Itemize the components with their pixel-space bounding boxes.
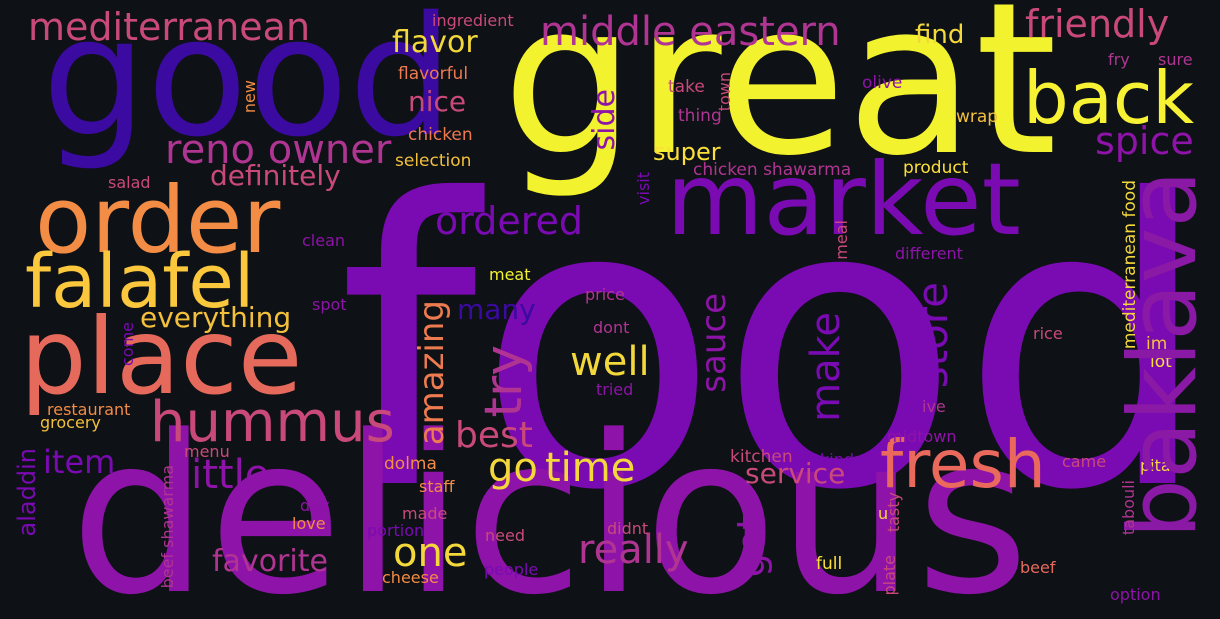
- word-reno-owner: reno owner: [165, 127, 392, 173]
- word-find: find: [915, 20, 965, 50]
- word-great: great: [502, 0, 1058, 202]
- word-town: town: [715, 72, 734, 112]
- word-clean: clean: [302, 231, 346, 250]
- word-store: store: [908, 282, 957, 389]
- word-day: day: [300, 496, 330, 515]
- word-fry: fry: [1108, 50, 1130, 69]
- word-visit: visit: [634, 172, 653, 205]
- word-good: good: [42, 0, 454, 173]
- word-well: well: [570, 339, 650, 385]
- word-price: price: [585, 285, 625, 304]
- word-favorite: favorite: [212, 544, 328, 579]
- word-tabouli: tabouli: [1119, 480, 1138, 536]
- word-come: come: [118, 322, 137, 367]
- word-salad: salad: [108, 173, 151, 192]
- word-staff: staff: [419, 477, 455, 496]
- word-spot: spot: [312, 295, 347, 314]
- word-selection: selection: [395, 151, 472, 171]
- word-portion: portion: [367, 521, 425, 540]
- word-rice: rice: [1033, 324, 1063, 343]
- word-ingredient: ingredient: [432, 11, 514, 30]
- word-take: take: [668, 77, 705, 97]
- word-really: really: [578, 527, 689, 573]
- word-ordered: ordered: [435, 199, 583, 243]
- word-flavor: flavor: [392, 25, 478, 60]
- word-side: side: [587, 89, 622, 151]
- word-made: made: [402, 504, 448, 523]
- word-dont: dont: [593, 318, 630, 337]
- word-amazing: amazing: [412, 300, 452, 446]
- word-spice: spice: [1095, 119, 1194, 163]
- word-midtown: midtown: [887, 427, 957, 446]
- word-time: time: [545, 445, 636, 491]
- word-try: try: [474, 345, 534, 418]
- word-little: little: [180, 452, 270, 498]
- word-dolma: dolma: [384, 454, 437, 474]
- word-service: service: [745, 457, 846, 490]
- word-make: make: [803, 312, 849, 422]
- word-hummus: hummus: [150, 390, 395, 455]
- word-go: go: [488, 445, 538, 491]
- word-got: got: [729, 515, 773, 578]
- word-one: one: [393, 530, 468, 576]
- word-wrap: wrap: [956, 107, 999, 127]
- word-mediterranean-food: mediterranean food: [1120, 180, 1140, 350]
- word-sure: sure: [1158, 50, 1193, 69]
- word-item: item: [43, 443, 116, 481]
- word-kind: kind: [820, 450, 855, 469]
- word-need: need: [485, 526, 525, 545]
- word-didnt: didnt: [607, 519, 649, 538]
- word-pita: pita: [1140, 456, 1171, 475]
- word-sauce: sauce: [694, 293, 734, 393]
- word-definitely: definitely: [210, 159, 341, 192]
- word-everything: everything: [140, 301, 292, 334]
- word-food: food: [338, 117, 1212, 577]
- word-ive: ive: [922, 397, 946, 416]
- word-aladdin: aladdin: [13, 448, 41, 537]
- word-middle-eastern: middle eastern: [540, 9, 841, 55]
- word-product: product: [903, 158, 969, 178]
- word-option: option: [1110, 585, 1161, 604]
- word-delicious: delicious: [70, 390, 1030, 619]
- word-love: love: [292, 514, 326, 533]
- word-chicken-shawarma: chicken shawarma: [693, 160, 852, 180]
- word-thing: thing: [678, 106, 722, 126]
- word-new: new: [240, 80, 259, 114]
- word-super: super: [653, 138, 721, 166]
- word-cheese: cheese: [382, 568, 439, 587]
- word-meal: meal: [832, 220, 851, 260]
- word-best: best: [455, 415, 533, 456]
- word-flavorful: flavorful: [398, 64, 469, 84]
- word-restaurant: restaurant: [47, 400, 131, 419]
- word-mediterranean: mediterranean: [28, 5, 311, 49]
- word-nice: nice: [408, 85, 467, 118]
- word-market: market: [666, 141, 1021, 258]
- word-menu: menu: [184, 442, 230, 461]
- word-u: u: [878, 504, 889, 523]
- word-chicken: chicken: [408, 125, 473, 145]
- word-many: many: [457, 293, 536, 326]
- word-meat: meat: [489, 265, 531, 284]
- word-full: full: [816, 554, 843, 574]
- word-plate: plate: [880, 555, 899, 596]
- word-tried: tried: [596, 380, 634, 399]
- word-fresh: fresh: [880, 426, 1046, 503]
- word-people: people: [484, 560, 539, 579]
- word-beef: beef: [1020, 558, 1056, 577]
- word-im: im: [1146, 334, 1168, 354]
- word-place: place: [20, 296, 303, 418]
- word-beef-shawarma: beef shawarma: [158, 465, 177, 589]
- word-tasty: tasty: [884, 492, 903, 533]
- word-olive: olive: [862, 73, 903, 93]
- word-kitchen: kitchen: [730, 447, 793, 467]
- word-back: back: [1023, 56, 1195, 140]
- word-order: order: [35, 167, 281, 274]
- word-friendly: friendly: [1025, 2, 1170, 46]
- word-grocery: grocery: [40, 413, 101, 432]
- word-different: different: [895, 244, 963, 263]
- word-lot: lot: [1150, 352, 1172, 372]
- word-falafel: falafel: [25, 239, 255, 325]
- word-came: came: [1062, 452, 1107, 471]
